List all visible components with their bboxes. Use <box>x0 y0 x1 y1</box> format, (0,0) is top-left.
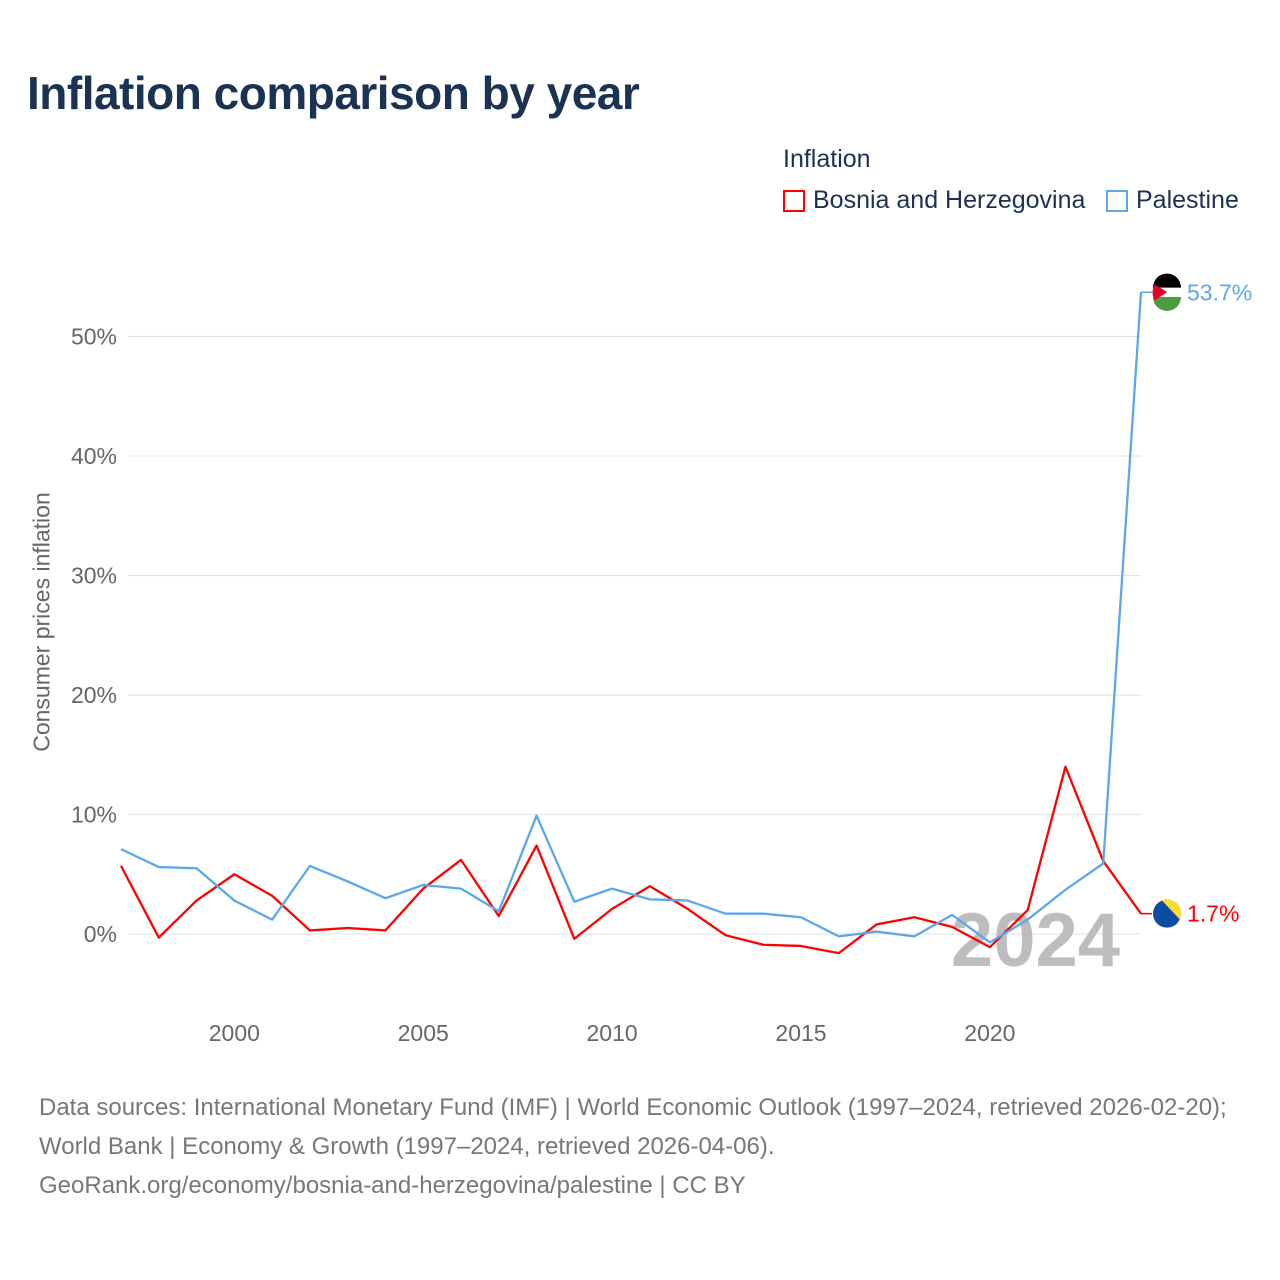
legend-item-palestine[interactable]: Palestine <box>1106 186 1239 215</box>
source-link[interactable]: GeoRank.org/economy/bosnia-and-herzegovi… <box>39 1172 746 1199</box>
x-tick-label: 2000 <box>209 1020 260 1046</box>
flag-triangle <box>1162 899 1182 920</box>
end-value-label: 1.7% <box>1187 901 1239 927</box>
x-tick-label: 2020 <box>964 1020 1015 1046</box>
y-tick-label: 50% <box>71 324 117 350</box>
end-value-label: 53.7% <box>1187 279 1252 305</box>
x-tick-label: 2005 <box>398 1020 449 1046</box>
y-tick-label: 0% <box>84 921 117 947</box>
series-line-palestine <box>120 292 1143 944</box>
plot-area: 0%10%20%30%40%50%2000 2005 2010 2015 2020202… <box>71 273 1252 1046</box>
flag-stripe <box>1153 296 1181 311</box>
x-tick-label: 2010 <box>587 1020 638 1046</box>
legend-swatch <box>783 189 805 212</box>
y-tick-label: 30% <box>71 563 117 589</box>
legend-swatch <box>1106 189 1128 212</box>
series-line-bosnia <box>119 765 1142 955</box>
flag-triangle <box>1152 284 1167 301</box>
legend-label: Palestine <box>1136 186 1239 214</box>
legend-item-bosnia[interactable]: Bosnia and Herzegovina <box>783 186 1085 215</box>
y-tick-label: 10% <box>71 802 117 828</box>
legend-title: Inflation <box>783 145 871 173</box>
y-tick-label: 20% <box>71 682 117 708</box>
flag-stripe <box>1153 273 1181 288</box>
data-sources: Data sources: International Monetary Fun… <box>39 1094 1227 1160</box>
y-tick-label: 40% <box>71 443 117 469</box>
x-tick-label: 2015 <box>775 1020 826 1046</box>
chart-title: Inflation comparison by year <box>27 67 640 119</box>
footer: Data sources: International Monetary Fun… <box>39 1088 1249 1205</box>
legend-label: Bosnia and Herzegovina <box>813 186 1086 214</box>
